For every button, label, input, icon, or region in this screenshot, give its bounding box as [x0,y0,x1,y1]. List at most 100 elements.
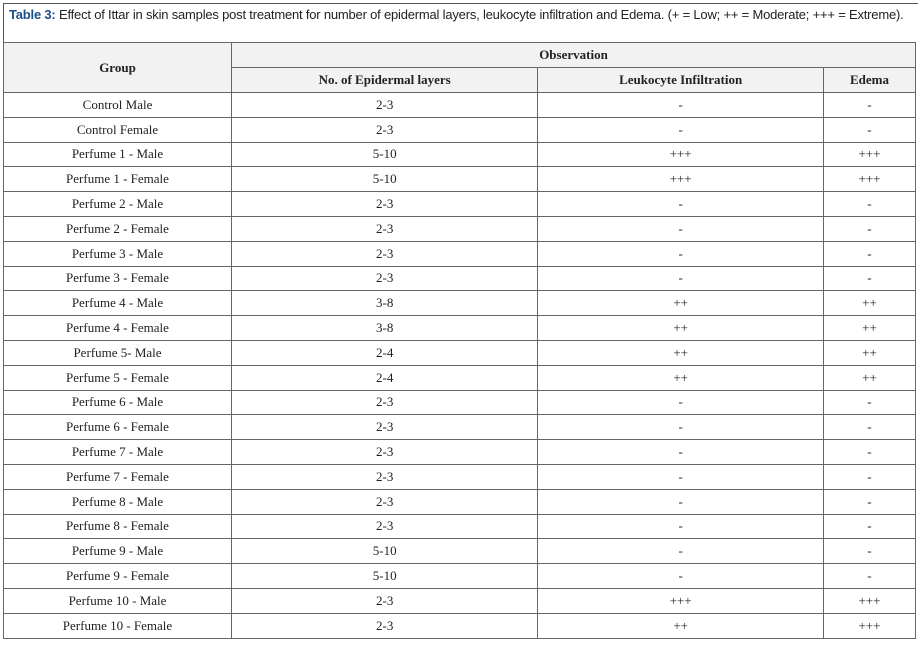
table-row: Perfume 8 - Female 2-3- - [3,513,917,540]
table-row: Perfume 9 - Female 5-10- - [3,563,917,589]
table-cell: - [822,240,917,267]
results-table: Group Observation No. of Epidermal layers… [3,42,917,639]
table-cell: +++ [822,612,917,639]
table-cell: 5-10 [230,141,539,168]
table-cell: 2-3 [230,116,539,143]
table-caption: Table 3: Effect of Ittar in skin samples… [3,3,918,44]
table-cell: +++ [537,166,824,193]
header-observation: Observation [231,42,916,68]
table-row: Perfume 3 - Male 2-3- - [3,240,917,267]
table-row: Perfume 5 - Female 2-4 ++ ++ [3,364,917,391]
table-cell: - [822,389,917,416]
table-cell: - [537,414,824,441]
table-cell: - [822,265,917,292]
table-row: Perfume 3 - Female 2-3- - [3,265,917,292]
table-cell: - [822,191,917,217]
caption-label: Table 3: [9,7,56,22]
table-cell: - [537,215,824,242]
table-row: Perfume 10 - Male 2-3 +++ +++ [3,587,917,614]
table-cell: Perfume 2 - Male [3,191,232,217]
table-cell: +++ [537,141,824,168]
table-cell: +++ [822,141,917,168]
header-leukocyte: Leukocyte Infiltration [537,67,824,93]
table-cell: - [537,488,824,515]
table-cell: Perfume 7 - Male [3,439,232,465]
table-cell: - [822,439,917,465]
table-cell: Perfume 3 - Female [3,265,232,292]
table-cell: 2-3 [230,587,539,614]
table-cell: Perfume 3 - Male [3,240,232,267]
table-cell: 2-3 [230,439,539,465]
table-cell: 2-3 [230,389,539,416]
caption-text: Effect of Ittar in skin samples post tre… [55,7,904,22]
table-cell: Perfume 1 - Male [3,141,232,168]
table-row: Perfume 7 - Male 2-3- - [3,439,917,465]
table-cell: +++ [822,587,917,614]
table-cell: Perfume 10 - Male [3,587,232,614]
table-cell: 2-3 [230,191,539,217]
header-group: Group [3,42,232,93]
table-row: Perfume 8 - Male 2-3- - [3,488,917,515]
table-cell: 2-4 [230,339,539,366]
table-cell: Perfume 2 - Female [3,215,232,242]
table-row: Perfume 10 - Female 2-3 ++ +++ [3,612,917,639]
table-cell: Perfume 10 - Female [3,612,232,639]
table-cell: - [537,513,824,540]
table-cell: 2-3 [230,265,539,292]
table-cell: Perfume 5 - Female [3,364,232,391]
header-edema: Edema [822,67,917,93]
table-row: Perfume 1 - Female 5-10 +++ +++ [3,166,917,193]
table-cell: - [537,92,824,118]
table-cell: 3-8 [230,290,539,317]
table-row: Perfume 6 - Male 2-3- - [3,389,917,416]
table-cell: Perfume 5- Male [3,339,232,366]
table-cell: 2-3 [230,92,539,118]
table-cell: - [822,92,917,118]
table-row: Perfume 6 - Female 2-3- - [3,414,917,441]
table-cell: 3-8 [230,315,539,341]
table-cell: 2-3 [230,414,539,441]
table-cell: Perfume 4 - Female [3,315,232,341]
table-row: Perfume 5- Male 2-4 ++ ++ [3,339,917,366]
table-cell: +++ [822,166,917,193]
table-cell: Perfume 9 - Male [3,538,232,565]
table-cell: Perfume 6 - Female [3,414,232,441]
table-cell: +++ [537,587,824,614]
table-cell: 2-3 [230,488,539,515]
table-cell: - [822,414,917,441]
table-row: Perfume 4 - Female 3-8 ++ ++ [3,315,917,341]
table-cell: 5-10 [230,563,539,589]
table-cell: - [537,439,824,465]
table-cell: - [822,513,917,540]
table-cell: - [537,265,824,292]
table-cell: - [537,191,824,217]
table-cell: ++ [822,364,917,391]
header-epidermal: No. of Epidermal layers [230,67,539,93]
table-cell: - [537,389,824,416]
table-cell: - [822,488,917,515]
table-row: Perfume 2 - Male 2-3- - [3,191,917,217]
table-row: Control Female 2-3- - [3,116,917,143]
table-cell: Perfume 9 - Female [3,563,232,589]
table-cell: ++ [537,612,824,639]
table-cell: - [822,463,917,490]
table-cell: - [537,463,824,490]
table-cell: ++ [537,364,824,391]
table-cell: ++ [537,339,824,366]
table-cell: - [537,538,824,565]
table-cell: 2-3 [230,240,539,267]
table-cell: 2-4 [230,364,539,391]
table-cell: 2-3 [230,463,539,490]
table-cell: - [822,563,917,589]
table-cell: 2-3 [230,215,539,242]
table-cell: - [537,563,824,589]
table-cell: ++ [822,290,917,317]
table-cell: ++ [822,339,917,366]
table-cell: Control Male [3,92,232,118]
table-row: Perfume 9 - Male 5-10- - [3,538,917,565]
table-cell: Perfume 4 - Male [3,290,232,317]
table-cell: ++ [537,315,824,341]
table-row: Control Male 2-3- - [3,92,917,118]
table-cell: Perfume 8 - Female [3,513,232,540]
table-cell: 2-3 [230,612,539,639]
